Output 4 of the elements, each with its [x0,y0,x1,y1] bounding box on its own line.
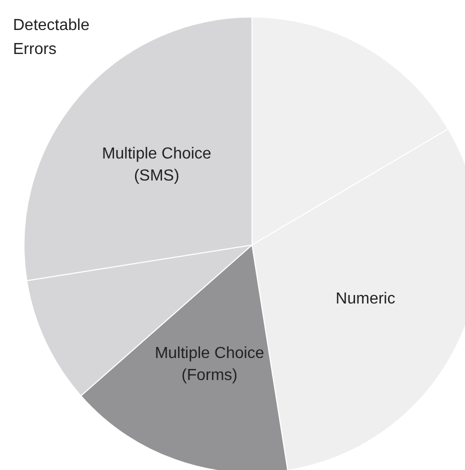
slice-label: Multiple Choice (SMS) [102,146,212,185]
slice-label: Multiple Choice (Forms) [154,344,264,384]
slice-label: Numeric [336,290,396,308]
text: Detectable Errors [13,17,90,58]
